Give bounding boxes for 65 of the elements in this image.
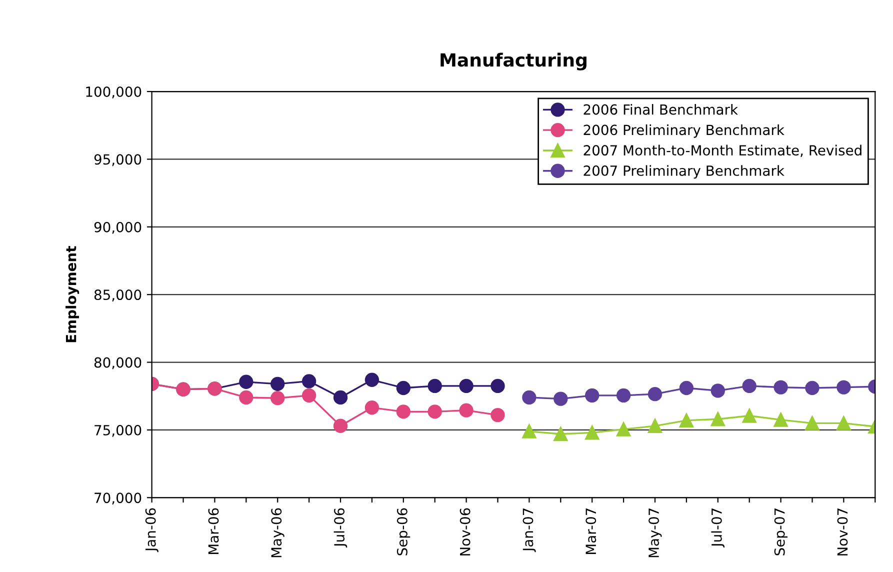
y-tick-label: 75,000: [94, 424, 142, 437]
x-tick-label: May-06: [271, 508, 284, 558]
point: [239, 390, 254, 405]
point: [364, 400, 380, 415]
point: [270, 391, 285, 406]
point: [239, 374, 254, 389]
point: [490, 408, 505, 422]
point: [616, 422, 631, 436]
x-tick-label: Sep-06: [396, 508, 410, 556]
point: [585, 388, 600, 403]
legend-label: 2007 Month-to-Month Estimate, Revised: [584, 144, 862, 157]
point: [522, 424, 536, 438]
point: [742, 378, 756, 394]
point: [459, 378, 474, 394]
point: [774, 380, 788, 394]
point: [270, 376, 285, 392]
point: [396, 380, 410, 396]
y-tick-label: 85,000: [94, 290, 142, 302]
x-tick-label: Jul-06: [334, 508, 348, 548]
point: [428, 404, 442, 419]
y-tick-label: 80,000: [94, 357, 142, 370]
point: [679, 413, 694, 428]
point: [585, 426, 600, 440]
point: [805, 380, 820, 396]
point: [428, 378, 442, 394]
x-tick-label: Nov-07: [837, 508, 848, 556]
point: [396, 404, 410, 419]
point: [648, 386, 662, 402]
legend-label: 2006 Final Benchmark: [584, 104, 738, 115]
point: [522, 390, 536, 405]
x-tick-label: Jan-07: [522, 508, 536, 552]
point: [459, 403, 474, 418]
point: [836, 380, 851, 394]
point: [805, 416, 820, 430]
point: [710, 384, 725, 398]
y-tick-label: 95,000: [94, 154, 142, 166]
point: [364, 372, 380, 387]
y-axis-title: Employment: [66, 246, 80, 342]
point: [836, 416, 851, 430]
point: [302, 374, 316, 388]
point: [333, 418, 348, 433]
point: [490, 378, 505, 394]
y-tick-label: 90,000: [94, 222, 142, 234]
x-tick-label: Mar-07: [586, 508, 596, 554]
point: [302, 388, 316, 403]
legend-label: 2007 Preliminary Benchmark: [584, 165, 784, 179]
x-tick-label: Sep-07: [774, 508, 788, 556]
x-tick-label: Mar-06: [208, 508, 219, 554]
x-tick-label: Jul-07: [711, 508, 725, 548]
point: [333, 390, 348, 405]
point: [616, 388, 631, 403]
point: [554, 392, 568, 406]
point: [554, 426, 568, 442]
point: [774, 412, 788, 427]
point: [742, 408, 756, 423]
x-tick-label: Nov-06: [460, 508, 470, 556]
legend-label: 2006 Preliminary Benchmark: [584, 124, 784, 138]
point: [648, 418, 662, 433]
y-tick-label: 70,000: [94, 492, 142, 505]
x-tick-label: May-07: [648, 508, 662, 558]
point: [710, 412, 725, 426]
y-tick-label: 100,000: [86, 86, 142, 98]
x-tick-label: Jan-06: [145, 508, 158, 552]
point: [679, 380, 694, 396]
chart-title: Manufacturing: [440, 52, 586, 70]
